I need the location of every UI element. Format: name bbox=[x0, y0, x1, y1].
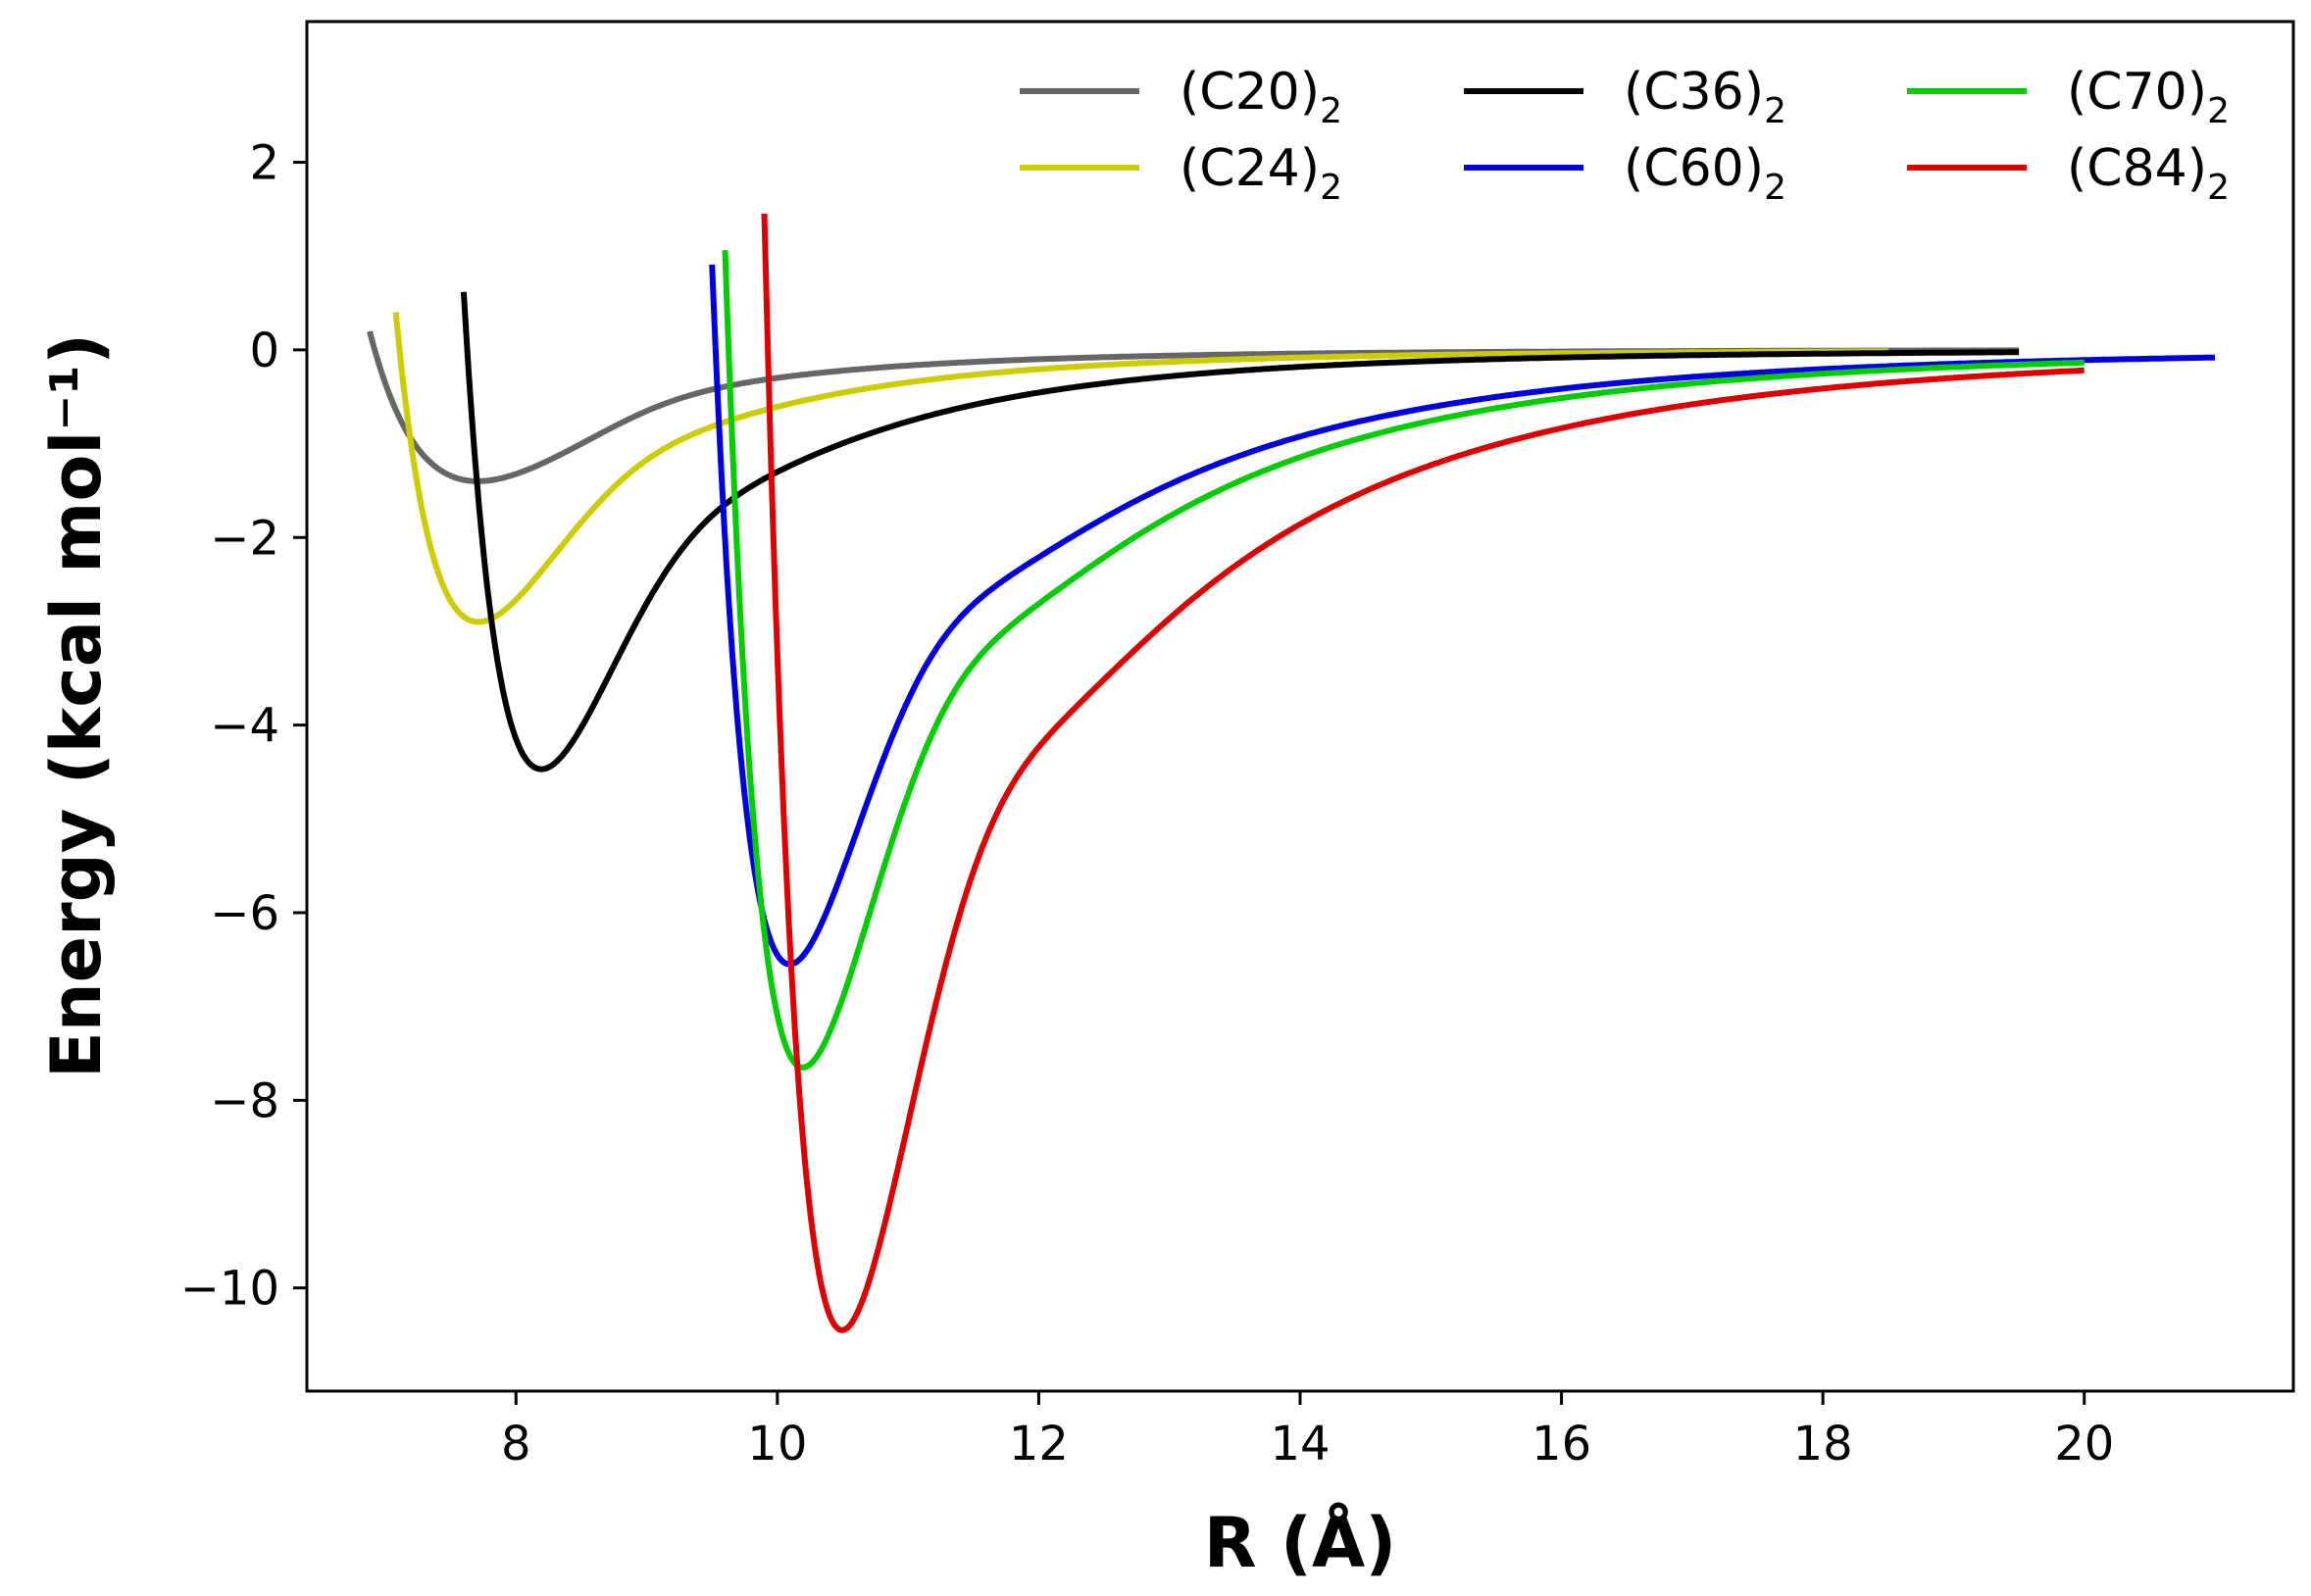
series-line-c24 bbox=[392, 312, 1889, 625]
legend-label-c60: (C60)2 bbox=[1624, 139, 1786, 208]
legend-label-subscript: 2 bbox=[1320, 91, 1342, 131]
x-tick-label: 10 bbox=[747, 1417, 807, 1471]
series-layer bbox=[367, 213, 2216, 1333]
legend-label-c36: (C36)2 bbox=[1624, 63, 1786, 131]
legend-label-subscript: 2 bbox=[2207, 168, 2230, 208]
y-tick-label: 0 bbox=[249, 324, 279, 378]
legend-label-main: (C84) bbox=[2067, 139, 2207, 198]
x-axis-title: R (Å) bbox=[1204, 1503, 1396, 1583]
legend-label-subscript: 2 bbox=[1764, 91, 1786, 131]
x-tick-label: 8 bbox=[501, 1417, 531, 1471]
legend-label-c20: (C20)2 bbox=[1180, 63, 1342, 131]
legend-label-main: (C36) bbox=[1624, 63, 1764, 122]
y-axis-ticks: 2 0 −2 −4 −6 −8 −10 bbox=[180, 136, 307, 1317]
x-tick-label: 20 bbox=[2054, 1417, 2114, 1471]
y-tick-label: −6 bbox=[210, 886, 279, 941]
x-tick-label: 16 bbox=[1532, 1417, 1591, 1471]
legend-label-subscript: 2 bbox=[1764, 168, 1786, 208]
series-line-c60 bbox=[709, 264, 2216, 968]
series-line-c36 bbox=[460, 291, 2020, 773]
legend-label-c24: (C24)2 bbox=[1180, 139, 1342, 208]
legend-label-c84: (C84)2 bbox=[2067, 139, 2230, 208]
legend: (C20)2(C24)2(C36)2(C60)2(C70)2(C84)2 bbox=[1020, 63, 2230, 208]
legend-label-main: (C24) bbox=[1180, 139, 1320, 198]
series-line-c70 bbox=[722, 250, 2085, 1071]
y-tick-label: −2 bbox=[210, 511, 279, 566]
y-tick-label: 2 bbox=[249, 136, 279, 191]
legend-label-subscript: 2 bbox=[2207, 91, 2230, 131]
legend-label-main: (C70) bbox=[2067, 63, 2207, 122]
x-axis-ticks: 8 10 12 14 16 18 20 bbox=[501, 1391, 2114, 1471]
x-tick-label: 18 bbox=[1793, 1417, 1853, 1471]
y-tick-label: −10 bbox=[180, 1262, 279, 1317]
y-tick-label: −8 bbox=[210, 1073, 279, 1128]
legend-label-main: (C20) bbox=[1180, 63, 1320, 122]
y-tick-label: −4 bbox=[210, 699, 279, 754]
y-axis-title: Energy (kcal mol⁻¹) bbox=[36, 333, 117, 1078]
legend-label-main: (C60) bbox=[1624, 139, 1764, 198]
series-line-c84 bbox=[761, 213, 2085, 1333]
legend-label-c70: (C70)2 bbox=[2067, 63, 2230, 131]
plot-frame bbox=[305, 20, 2295, 1393]
legend-label-subscript: 2 bbox=[1320, 168, 1342, 208]
x-tick-label: 14 bbox=[1270, 1417, 1330, 1471]
x-tick-label: 12 bbox=[1009, 1417, 1069, 1471]
